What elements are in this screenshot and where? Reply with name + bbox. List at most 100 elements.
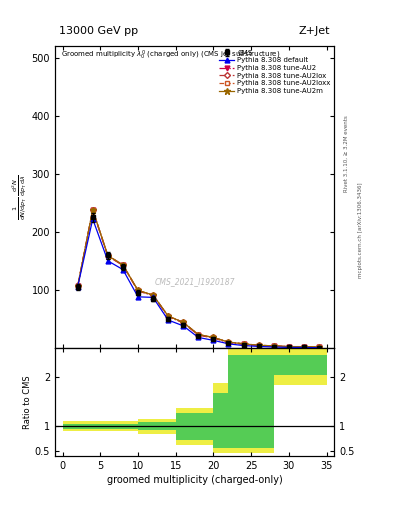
Pythia 8.308 default bbox=[226, 341, 231, 347]
Pythia 8.308 tune-AU2 bbox=[271, 343, 276, 349]
Pythia 8.308 tune-AU2 bbox=[196, 332, 201, 338]
Pythia 8.308 default bbox=[151, 294, 155, 301]
Pythia 8.308 tune-AU2loxx bbox=[301, 344, 306, 350]
Pythia 8.308 tune-AU2lox bbox=[151, 292, 155, 298]
Pythia 8.308 default bbox=[166, 317, 171, 323]
Pythia 8.308 default bbox=[241, 343, 246, 349]
Pythia 8.308 tune-AU2m bbox=[301, 344, 306, 350]
Pythia 8.308 tune-AU2m bbox=[241, 341, 246, 347]
Pythia 8.308 default bbox=[136, 294, 140, 300]
Pythia 8.308 tune-AU2 bbox=[75, 283, 80, 289]
Pythia 8.308 default bbox=[90, 216, 95, 222]
Pythia 8.308 tune-AU2loxx bbox=[75, 283, 80, 289]
Pythia 8.308 tune-AU2m bbox=[136, 287, 140, 293]
Pythia 8.308 tune-AU2m bbox=[271, 343, 276, 349]
Pythia 8.308 tune-AU2lox bbox=[301, 344, 306, 350]
Pythia 8.308 tune-AU2loxx bbox=[136, 287, 140, 293]
Pythia 8.308 tune-AU2loxx bbox=[211, 334, 216, 340]
Pythia 8.308 tune-AU2lox bbox=[317, 344, 321, 350]
Pythia 8.308 tune-AU2 bbox=[211, 335, 216, 341]
Pythia 8.308 tune-AU2 bbox=[166, 313, 171, 319]
Pythia 8.308 tune-AU2m bbox=[90, 207, 95, 213]
Line: Pythia 8.308 tune-AU2m: Pythia 8.308 tune-AU2m bbox=[75, 207, 322, 350]
Pythia 8.308 tune-AU2loxx bbox=[196, 331, 201, 337]
Pythia 8.308 tune-AU2loxx bbox=[317, 344, 321, 350]
Text: 13000 GeV pp: 13000 GeV pp bbox=[59, 26, 138, 36]
Pythia 8.308 default bbox=[317, 345, 321, 351]
Pythia 8.308 default bbox=[286, 345, 291, 351]
Pythia 8.308 tune-AU2lox bbox=[256, 342, 261, 348]
Line: Pythia 8.308 default: Pythia 8.308 default bbox=[75, 217, 321, 350]
Pythia 8.308 tune-AU2lox bbox=[75, 283, 80, 289]
Pythia 8.308 tune-AU2lox bbox=[196, 331, 201, 337]
Pythia 8.308 tune-AU2m bbox=[121, 262, 125, 268]
Pythia 8.308 tune-AU2lox bbox=[181, 319, 185, 326]
Pythia 8.308 tune-AU2 bbox=[90, 207, 95, 214]
Pythia 8.308 tune-AU2m bbox=[286, 344, 291, 350]
Pythia 8.308 default bbox=[301, 345, 306, 351]
Pythia 8.308 tune-AU2 bbox=[151, 292, 155, 298]
Legend: CMS, Pythia 8.308 default, Pythia 8.308 tune-AU2, Pythia 8.308 tune-AU2lox, Pyth: CMS, Pythia 8.308 default, Pythia 8.308 … bbox=[218, 48, 332, 96]
Pythia 8.308 tune-AU2loxx bbox=[226, 339, 231, 345]
Pythia 8.308 tune-AU2lox bbox=[166, 313, 171, 319]
Pythia 8.308 default bbox=[181, 323, 185, 329]
Pythia 8.308 tune-AU2loxx bbox=[241, 341, 246, 347]
Pythia 8.308 tune-AU2lox bbox=[121, 262, 125, 268]
Pythia 8.308 tune-AU2 bbox=[181, 320, 185, 326]
Pythia 8.308 tune-AU2m bbox=[256, 342, 261, 348]
Pythia 8.308 tune-AU2m bbox=[151, 292, 155, 298]
Pythia 8.308 tune-AU2lox bbox=[286, 344, 291, 350]
Pythia 8.308 tune-AU2loxx bbox=[90, 207, 95, 213]
Pythia 8.308 tune-AU2 bbox=[105, 253, 110, 259]
Pythia 8.308 default bbox=[256, 344, 261, 350]
Pythia 8.308 tune-AU2 bbox=[226, 339, 231, 346]
Text: Rivet 3.1.10, ≥ 3.2M events: Rivet 3.1.10, ≥ 3.2M events bbox=[344, 115, 349, 192]
Pythia 8.308 tune-AU2lox bbox=[241, 341, 246, 347]
Pythia 8.308 tune-AU2 bbox=[286, 344, 291, 350]
Pythia 8.308 tune-AU2loxx bbox=[181, 319, 185, 326]
Pythia 8.308 default bbox=[196, 334, 201, 340]
Pythia 8.308 tune-AU2lox bbox=[90, 207, 95, 213]
Y-axis label: Ratio to CMS: Ratio to CMS bbox=[23, 375, 32, 429]
Pythia 8.308 default bbox=[75, 284, 80, 290]
Pythia 8.308 tune-AU2 bbox=[121, 263, 125, 269]
Pythia 8.308 tune-AU2m bbox=[226, 339, 231, 345]
Pythia 8.308 tune-AU2loxx bbox=[105, 252, 110, 259]
Pythia 8.308 tune-AU2lox bbox=[136, 287, 140, 293]
Line: Pythia 8.308 tune-AU2loxx: Pythia 8.308 tune-AU2loxx bbox=[75, 208, 321, 349]
Pythia 8.308 default bbox=[105, 258, 110, 264]
Pythia 8.308 tune-AU2loxx bbox=[271, 343, 276, 349]
Pythia 8.308 tune-AU2lox bbox=[105, 252, 110, 259]
Pythia 8.308 tune-AU2loxx bbox=[286, 344, 291, 350]
Pythia 8.308 tune-AU2m bbox=[211, 334, 216, 340]
Line: Pythia 8.308 tune-AU2: Pythia 8.308 tune-AU2 bbox=[75, 208, 321, 350]
Pythia 8.308 tune-AU2m bbox=[105, 252, 110, 259]
Pythia 8.308 tune-AU2loxx bbox=[256, 342, 261, 348]
Line: Pythia 8.308 tune-AU2lox: Pythia 8.308 tune-AU2lox bbox=[75, 208, 321, 349]
Pythia 8.308 tune-AU2 bbox=[301, 344, 306, 350]
Pythia 8.308 tune-AU2loxx bbox=[166, 313, 171, 319]
Text: mcplots.cern.ch [arXiv:1306.3436]: mcplots.cern.ch [arXiv:1306.3436] bbox=[358, 183, 363, 278]
Pythia 8.308 tune-AU2loxx bbox=[121, 262, 125, 268]
Pythia 8.308 tune-AU2lox bbox=[226, 339, 231, 345]
Pythia 8.308 tune-AU2 bbox=[241, 342, 246, 348]
Pythia 8.308 tune-AU2lox bbox=[271, 343, 276, 349]
Pythia 8.308 tune-AU2lox bbox=[211, 334, 216, 340]
Pythia 8.308 tune-AU2 bbox=[317, 344, 321, 350]
Pythia 8.308 tune-AU2 bbox=[136, 288, 140, 294]
Text: Groomed multiplicity $\lambda_0^0$ (charged only) (CMS jet substructure): Groomed multiplicity $\lambda_0^0$ (char… bbox=[61, 49, 280, 62]
Pythia 8.308 tune-AU2loxx bbox=[151, 292, 155, 298]
Pythia 8.308 tune-AU2m bbox=[181, 319, 185, 326]
Pythia 8.308 tune-AU2m bbox=[75, 283, 80, 289]
Pythia 8.308 tune-AU2m bbox=[196, 331, 201, 337]
Y-axis label: $\frac{1}{\mathrm{d}N/\mathrm{d}p_\mathrm{T}}\,\frac{\mathrm{d}^2N}{\mathrm{d}p_: $\frac{1}{\mathrm{d}N/\mathrm{d}p_\mathr… bbox=[11, 174, 29, 220]
Pythia 8.308 tune-AU2 bbox=[256, 343, 261, 349]
Pythia 8.308 default bbox=[121, 266, 125, 272]
Pythia 8.308 tune-AU2m bbox=[166, 313, 171, 319]
Pythia 8.308 tune-AU2m bbox=[317, 344, 321, 350]
X-axis label: groomed multiplicity (charged-only): groomed multiplicity (charged-only) bbox=[107, 475, 283, 485]
Pythia 8.308 default bbox=[211, 337, 216, 344]
Text: CMS_2021_I1920187: CMS_2021_I1920187 bbox=[154, 277, 235, 286]
Pythia 8.308 default bbox=[271, 344, 276, 350]
Text: Z+Jet: Z+Jet bbox=[299, 26, 330, 36]
